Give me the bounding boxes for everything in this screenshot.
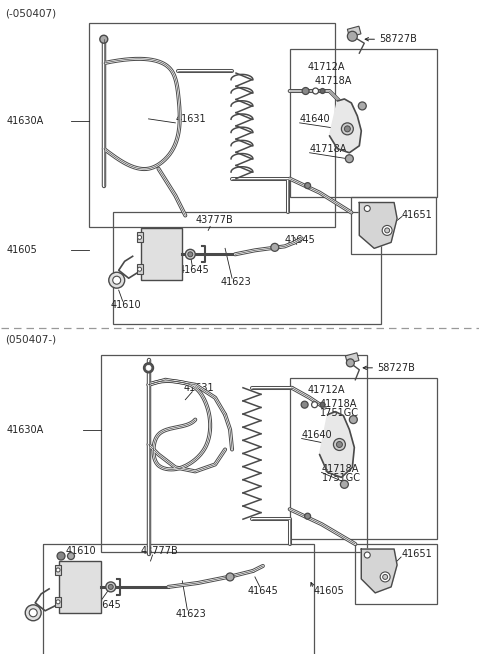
Circle shape [312,402,318,407]
Text: 41651: 41651 [401,549,432,559]
Circle shape [146,365,151,370]
Bar [137,233,143,242]
Bar [346,353,359,364]
Text: 1751GC: 1751GC [322,474,360,483]
Circle shape [380,572,390,582]
Text: 41712A: 41712A [308,62,345,72]
Text: (050407-): (050407-) [5,335,57,345]
Text: 41610: 41610 [66,546,96,556]
Circle shape [364,206,370,212]
Circle shape [29,608,37,617]
Text: 41623: 41623 [175,608,206,619]
Text: 41630A: 41630A [6,116,44,126]
Text: 41645: 41645 [248,586,279,596]
Circle shape [347,359,354,367]
Circle shape [305,514,311,519]
Bar [55,565,61,575]
Circle shape [144,363,154,373]
Bar [355,544,437,604]
Circle shape [113,276,120,284]
Circle shape [138,267,142,271]
Circle shape [100,35,108,43]
Text: 41631: 41631 [175,114,206,124]
Circle shape [271,244,279,252]
Text: 1751GC: 1751GC [320,407,359,418]
Circle shape [138,235,142,239]
Circle shape [383,574,388,580]
Circle shape [348,31,357,41]
Text: 43777B: 43777B [141,546,179,556]
Circle shape [382,225,392,235]
Circle shape [340,480,348,489]
Bar [351,196,436,254]
Circle shape [106,582,116,592]
Text: 41631: 41631 [183,383,214,393]
Text: 58727B: 58727B [379,34,417,45]
Circle shape [56,568,60,572]
Text: 41645: 41645 [285,235,315,246]
Bar [55,597,61,607]
Text: 58727B: 58727B [377,363,415,373]
Text: 41645: 41645 [179,265,209,275]
Circle shape [320,88,325,94]
Bar [290,49,437,196]
Bar [290,378,437,539]
Circle shape [364,552,370,558]
Circle shape [188,252,193,257]
Circle shape [346,155,353,162]
Bar [113,212,381,324]
Bar [89,24,336,227]
Polygon shape [320,411,354,477]
Text: 43777B: 43777B [195,215,233,225]
Text: 41605: 41605 [6,246,37,255]
Circle shape [344,126,350,132]
Polygon shape [329,99,361,153]
Text: 41640: 41640 [300,114,330,124]
Circle shape [25,605,41,621]
Circle shape [109,272,125,288]
Text: 41718A: 41718A [322,464,359,474]
Text: 41640: 41640 [301,430,332,440]
Text: (-050407): (-050407) [5,9,57,18]
Text: 41630A: 41630A [6,424,44,434]
Text: 41718A: 41718A [320,399,357,409]
Circle shape [57,552,65,560]
Text: 41651: 41651 [402,210,433,221]
Circle shape [108,584,113,590]
Circle shape [384,228,390,233]
Bar [59,561,101,613]
Text: 41610: 41610 [111,300,142,310]
Text: 41712A: 41712A [308,384,345,395]
Polygon shape [361,549,397,593]
Circle shape [334,439,346,451]
Bar [101,355,367,552]
Text: 41623: 41623 [220,277,251,287]
Polygon shape [360,202,397,248]
Circle shape [349,416,357,424]
Circle shape [305,183,311,189]
Text: 41718A: 41718A [314,76,352,86]
Bar [141,229,182,280]
Circle shape [302,88,309,94]
Circle shape [68,553,74,559]
Circle shape [185,250,195,259]
Bar [137,264,143,274]
Circle shape [358,102,366,110]
Bar [43,544,313,655]
Circle shape [226,573,234,581]
Circle shape [320,402,325,407]
Bar [348,26,361,37]
Text: 41645: 41645 [91,600,121,610]
Circle shape [336,441,342,447]
Circle shape [301,401,308,408]
Text: 41718A: 41718A [310,143,347,154]
Circle shape [56,600,60,604]
Text: 41605: 41605 [313,586,344,596]
Circle shape [341,123,353,135]
Circle shape [312,88,319,94]
